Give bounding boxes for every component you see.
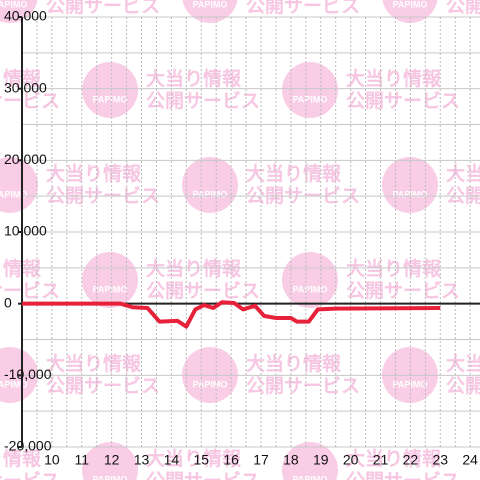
- watermark-text: 大当り情報: [0, 447, 42, 470]
- watermark-text: 大当り情報: [146, 257, 242, 280]
- watermark-text: 公開サービス: [0, 280, 60, 302]
- x-tick-label: 19: [313, 452, 329, 468]
- y-tick-label: -10,000: [4, 366, 52, 382]
- x-tick-label: 17: [253, 452, 269, 468]
- watermark-text: 公開サービス: [446, 375, 480, 397]
- watermark-logo-text: PAPIMO: [93, 284, 128, 294]
- watermark-text: 大当り情報: [146, 67, 242, 90]
- watermark-logo-text: PAPIMO: [0, 189, 27, 199]
- watermark-text: 大当り情報: [346, 257, 442, 280]
- x-tick-label: 13: [134, 452, 150, 468]
- watermark-text: 公開サービス: [46, 0, 160, 17]
- watermark-logo: [82, 442, 138, 480]
- watermark-logo-text: PAPIMO: [93, 474, 128, 480]
- watermark-text: 公開サービス: [0, 470, 60, 480]
- watermark-logo: [282, 252, 338, 308]
- y-tick-label: 20,000: [4, 151, 47, 167]
- watermark-text: 公開サービス: [446, 0, 480, 17]
- watermark-text: 公開サービス: [146, 470, 260, 480]
- watermark-text: 大当り情報: [46, 162, 142, 185]
- y-tick-label: -20,000: [4, 438, 52, 454]
- watermark-logo-text: PAPIMO: [193, 0, 228, 9]
- y-tick-label: 40,000: [4, 8, 47, 24]
- data-line: [22, 300, 441, 329]
- watermark-logo: [0, 0, 38, 23]
- watermark-logo: [82, 62, 138, 118]
- watermark-logo-text: PAPIMO: [293, 94, 328, 104]
- watermark-text: 大当り情報: [246, 162, 342, 185]
- y-tick-label: 30,000: [4, 79, 47, 95]
- watermark-text: 大当り情報: [46, 352, 142, 375]
- watermark-logo-text: PAPIMO: [0, 379, 27, 389]
- x-tick-label: 16: [223, 452, 239, 468]
- x-tick-label: 21: [373, 452, 389, 468]
- watermark-logo: [282, 442, 338, 480]
- x-tick-label: 14: [164, 452, 180, 468]
- watermark-text: 公開サービス: [146, 280, 260, 302]
- watermark-logo: [282, 62, 338, 118]
- watermark-text: 公開サービス: [346, 470, 460, 480]
- watermark-logo: [182, 157, 238, 213]
- watermark-text: 大当り情報: [346, 67, 442, 90]
- watermark-logo: [0, 157, 38, 213]
- x-tick-label: 20: [343, 452, 359, 468]
- watermark-text: 公開サービス: [346, 90, 460, 112]
- watermark-text: 公開サービス: [346, 280, 460, 302]
- watermark-text: 公開サービス: [246, 375, 360, 397]
- watermark-text: 大当り情報: [146, 447, 242, 470]
- x-tick-label: 24: [462, 452, 478, 468]
- x-tick-label: 22: [403, 452, 419, 468]
- x-tick-label: 10: [44, 452, 60, 468]
- x-tick-label: 18: [283, 452, 299, 468]
- watermark-logo-text: PAPIMO: [393, 379, 428, 389]
- watermark-text: 大当り情報: [246, 352, 342, 375]
- watermark-logo-text: PAPIMO: [93, 94, 128, 104]
- watermark-text: 大当り情報: [446, 352, 480, 375]
- watermark-logo-text: PAPIMO: [0, 0, 27, 9]
- watermark-logo-text: PAPIMO: [193, 189, 228, 199]
- watermark-text: 公開サービス: [0, 90, 60, 112]
- y-tick-label: 0: [4, 294, 12, 310]
- watermark-text: 公開サービス: [246, 0, 360, 17]
- x-tick-label: 15: [193, 452, 209, 468]
- watermark-text: 大当り情報: [346, 447, 442, 470]
- watermark-text: 公開サービス: [146, 90, 260, 112]
- watermark-logo: [82, 252, 138, 308]
- watermark-text: 大当り情報: [446, 162, 480, 185]
- watermark-text: 公開サービス: [46, 375, 160, 397]
- watermark-logo-text: PAPIMO: [193, 379, 228, 389]
- x-tick-label: 12: [104, 452, 120, 468]
- x-tick-label: 11: [74, 452, 89, 468]
- y-tick-label: 10,000: [4, 223, 47, 239]
- x-tick-label: 23: [432, 452, 448, 468]
- watermark-logo-text: PAPIMO: [293, 284, 328, 294]
- watermark-logo-text: PAPIMO: [393, 0, 428, 9]
- watermark-logo-text: PAPIMO: [293, 474, 328, 480]
